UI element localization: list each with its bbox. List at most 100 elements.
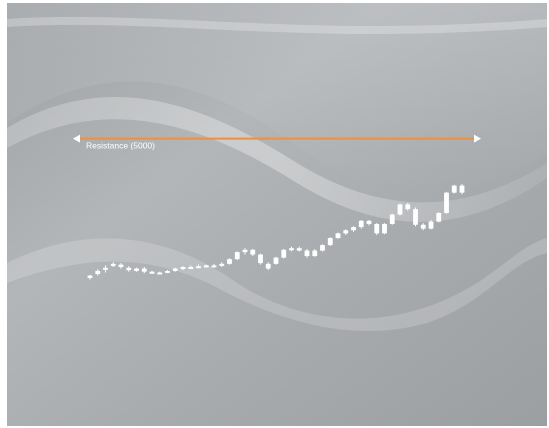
candle	[242, 248, 248, 255]
candle	[444, 191, 449, 214]
candle	[296, 246, 302, 252]
candle	[413, 207, 418, 227]
candle-body	[397, 204, 403, 215]
candle	[351, 226, 356, 232]
candle-body	[110, 263, 116, 266]
candle	[335, 232, 341, 239]
candle-body	[312, 250, 318, 257]
candle	[358, 220, 364, 229]
candle-body	[358, 220, 364, 228]
candle	[203, 264, 209, 268]
candle-body	[351, 227, 356, 231]
candle	[134, 267, 139, 272]
candle-body	[219, 263, 225, 266]
candle	[95, 269, 101, 276]
candle-body	[451, 185, 457, 193]
candle	[304, 249, 310, 258]
candle-body	[196, 266, 201, 269]
candle-body	[320, 245, 325, 251]
candle	[180, 266, 186, 271]
candle	[258, 253, 263, 265]
candle-body	[149, 271, 155, 274]
candle-body	[428, 221, 434, 229]
candle	[219, 262, 225, 267]
candle-body	[211, 265, 217, 268]
candle	[382, 223, 387, 235]
candle-body	[258, 254, 263, 264]
candle	[327, 237, 333, 246]
candle	[87, 274, 93, 280]
candle	[397, 203, 403, 216]
candle-body	[265, 263, 271, 269]
candle-body	[343, 230, 349, 234]
candle	[149, 270, 155, 275]
candle	[110, 262, 116, 267]
candle-body	[103, 267, 108, 270]
candle-body	[327, 238, 333, 246]
resistance-right-arrowhead	[474, 134, 481, 143]
candle-body	[242, 249, 248, 253]
candlestick-chart: Resistance (5000)	[7, 3, 547, 426]
candle	[289, 246, 294, 252]
candle	[234, 251, 240, 260]
candle	[165, 270, 170, 274]
candle	[405, 202, 411, 211]
candle-body	[389, 214, 395, 224]
candle-body	[413, 209, 418, 225]
candle-body	[203, 265, 209, 268]
candle	[459, 184, 465, 195]
chart-frame: Resistance (5000)	[7, 3, 547, 426]
candle-body	[304, 250, 310, 257]
candle-body	[335, 233, 341, 239]
resistance-label: Resistance (5000)	[86, 141, 155, 151]
candle	[374, 223, 380, 235]
candle-body	[180, 267, 186, 269]
candle-body	[281, 249, 287, 258]
candle-body	[366, 220, 372, 224]
candle-body	[374, 223, 380, 234]
candle-body	[126, 267, 132, 271]
candle	[366, 220, 372, 226]
candle	[420, 223, 426, 231]
candle	[141, 267, 147, 274]
candle-body	[234, 252, 240, 260]
candle-body	[95, 270, 101, 275]
candle	[389, 213, 395, 225]
candle	[436, 212, 442, 223]
candle	[157, 271, 163, 275]
candle	[265, 262, 271, 271]
candle	[343, 229, 349, 235]
candle-body	[382, 223, 387, 234]
background-waves	[7, 3, 547, 332]
candles-group	[87, 184, 465, 280]
candle-body	[459, 185, 465, 193]
candle	[281, 249, 287, 259]
candle	[211, 263, 217, 268]
candle-body	[172, 268, 178, 271]
candle-body	[141, 268, 147, 272]
candle-body	[188, 267, 194, 269]
candle	[126, 266, 132, 272]
candle-body	[444, 192, 449, 213]
candle	[103, 265, 108, 273]
candle	[196, 264, 201, 269]
candle-body	[289, 248, 294, 251]
candle-body	[227, 259, 232, 264]
candle	[428, 220, 434, 230]
candle	[250, 249, 256, 257]
candle	[320, 244, 325, 252]
candle	[312, 249, 318, 257]
candle-body	[157, 272, 163, 275]
resistance-annotation: Resistance (5000)	[73, 134, 481, 151]
candle	[273, 256, 279, 265]
candle-body	[420, 224, 426, 229]
candle-body	[134, 268, 139, 271]
candle-body	[405, 204, 411, 210]
candle-body	[118, 264, 124, 267]
candle	[227, 258, 232, 265]
candle-body	[165, 270, 170, 273]
candle	[172, 267, 178, 272]
candle-body	[436, 213, 442, 222]
candle-body	[250, 249, 256, 255]
resistance-left-arrowhead	[73, 134, 80, 143]
